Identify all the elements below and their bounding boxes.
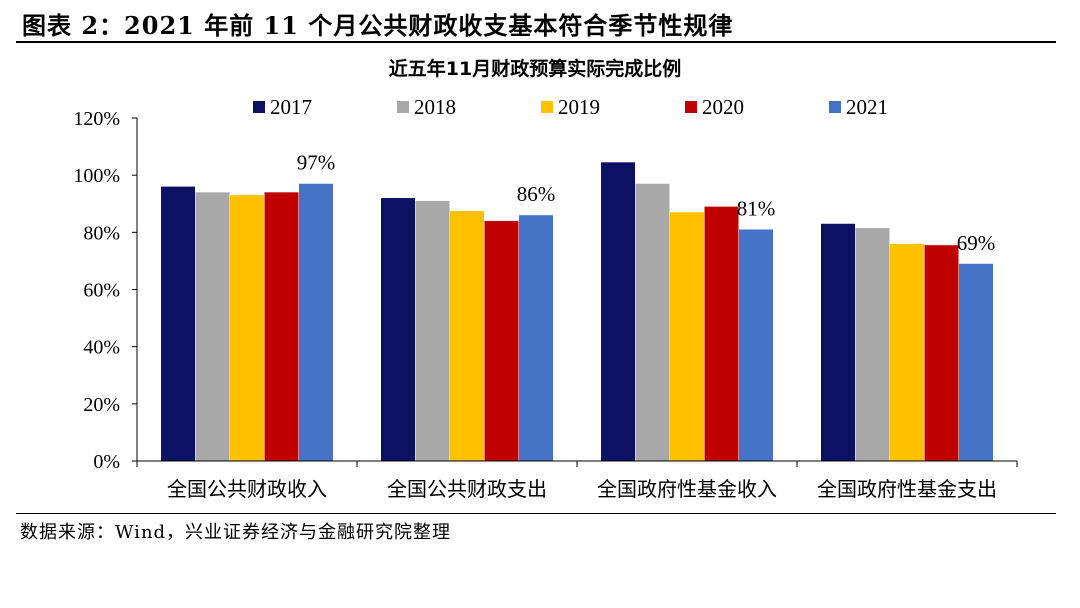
y-tick-label: 120%	[73, 108, 120, 130]
legend-swatch-2017	[253, 101, 265, 113]
bar-2018	[415, 200, 450, 461]
bar-2020	[484, 220, 519, 461]
bar-2018	[635, 183, 670, 461]
x-tick-label: 全国公共财政支出	[387, 477, 547, 501]
legend-swatch-2019	[541, 101, 553, 113]
top-rule	[16, 41, 1056, 43]
legend: 2017 2018 2019 2020 2021	[253, 95, 888, 119]
legend-label: 2020	[702, 95, 744, 119]
bar-2018	[195, 192, 230, 462]
bar-2021	[299, 183, 333, 461]
bar-2017	[381, 198, 415, 462]
bar-2017	[161, 186, 195, 461]
bar-2020	[264, 192, 299, 462]
y-axis: 0% 20% 40% 60% 80% 100% 120%	[73, 108, 138, 473]
bars	[161, 162, 993, 462]
legend-swatch-2021	[829, 101, 841, 113]
bar-2017	[601, 162, 635, 461]
y-tick-label: 60%	[83, 280, 120, 302]
legend-swatch-2020	[685, 101, 697, 113]
bottom-rule	[16, 513, 1056, 514]
bar-2017	[821, 223, 855, 461]
legend-label: 2018	[414, 95, 456, 119]
data-label: 97%	[297, 151, 336, 175]
bar-2019	[890, 243, 924, 461]
bar-chart: 近五年11月财政预算实际完成比例 2017 2018 2019 2020 2021 0%…	[73, 57, 1018, 501]
x-tick-label: 全国政府性基金收入	[597, 477, 777, 501]
y-tick-label: 20%	[83, 394, 120, 416]
y-tick-label: 100%	[73, 165, 120, 187]
bar-2019	[670, 212, 704, 461]
bar-2020	[704, 206, 739, 461]
y-tick-label: 40%	[83, 337, 120, 359]
chart-title: 近五年11月财政预算实际完成比例	[389, 57, 681, 80]
legend-label: 2021	[846, 95, 888, 119]
data-label: 69%	[957, 231, 996, 255]
x-axis: 全国公共财政收入 全国公共财政支出 全国政府性基金收入 全国政府性基金支出	[136, 460, 1018, 501]
legend-swatch-2018	[397, 101, 409, 113]
x-tick-label: 全国公共财政收入	[167, 477, 327, 501]
annotations: 97% 86% 81% 69%	[297, 151, 996, 255]
legend-label: 2019	[558, 95, 600, 119]
figure-title: 图表 2：2021 年前 11 个月公共财政收支基本符合季节性规律	[22, 11, 734, 40]
bar-2021	[739, 229, 773, 461]
bar-2018	[855, 228, 890, 461]
bar-2020	[924, 245, 959, 461]
bar-2019	[230, 195, 264, 462]
x-tick-label: 全国政府性基金支出	[817, 477, 997, 501]
y-tick-label: 80%	[83, 222, 120, 244]
legend-label: 2017	[270, 95, 312, 119]
bar-2021	[959, 263, 993, 461]
bar-2019	[450, 210, 484, 461]
source-note: 数据来源：Wind，兴业证券经济与金融研究院整理	[20, 522, 452, 543]
data-label: 86%	[517, 182, 556, 206]
data-label: 81%	[737, 196, 776, 220]
y-tick-label: 0%	[93, 451, 120, 473]
bar-2021	[519, 215, 553, 461]
